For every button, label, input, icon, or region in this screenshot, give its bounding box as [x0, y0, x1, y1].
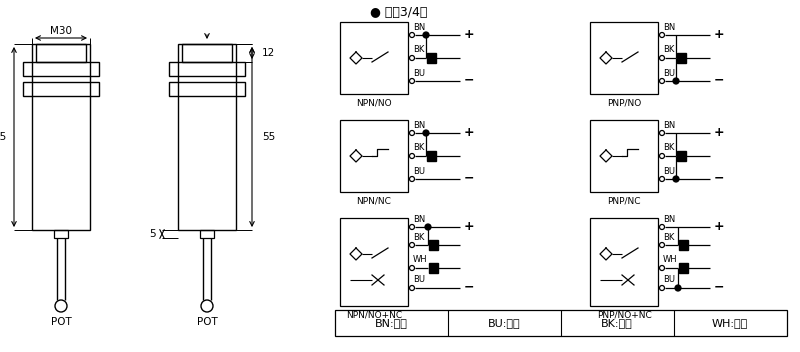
- Text: BU: BU: [413, 276, 425, 284]
- Circle shape: [423, 130, 429, 136]
- Bar: [590, 218, 658, 306]
- Text: BN: BN: [413, 23, 426, 31]
- Bar: [23, 82, 99, 96]
- Bar: [54, 230, 68, 238]
- Text: POT: POT: [50, 317, 71, 327]
- Text: BU: BU: [663, 276, 675, 284]
- Text: +: +: [714, 126, 725, 138]
- Text: WH:白色: WH:白色: [712, 318, 748, 328]
- Text: BK: BK: [413, 144, 424, 152]
- Text: ● 直涁3/4线: ● 直涁3/4线: [370, 6, 427, 19]
- Text: +: +: [464, 126, 474, 138]
- Text: −: −: [464, 74, 474, 87]
- Text: BU: BU: [663, 166, 675, 176]
- Text: BN: BN: [663, 214, 675, 224]
- Text: BU: BU: [413, 69, 425, 77]
- Text: BN:棕色: BN:棕色: [374, 318, 407, 328]
- Bar: [427, 53, 436, 63]
- Bar: [178, 44, 236, 230]
- Circle shape: [673, 78, 679, 84]
- Text: −: −: [714, 171, 725, 184]
- Bar: [340, 218, 408, 306]
- Text: M30: M30: [50, 26, 72, 36]
- Bar: [590, 120, 658, 192]
- Circle shape: [425, 224, 431, 230]
- Bar: [429, 240, 438, 250]
- Text: +: +: [714, 27, 725, 40]
- Text: −: −: [714, 281, 725, 294]
- Text: PNP/NO+NC: PNP/NO+NC: [597, 310, 651, 320]
- Text: BN: BN: [413, 214, 426, 224]
- Text: BU: BU: [663, 69, 675, 77]
- Circle shape: [423, 32, 429, 38]
- Text: BU:兰色: BU:兰色: [488, 318, 520, 328]
- Text: BN: BN: [663, 23, 675, 31]
- Text: BN: BN: [663, 120, 675, 130]
- Bar: [169, 62, 245, 76]
- Bar: [677, 53, 686, 63]
- Bar: [679, 263, 688, 273]
- Circle shape: [673, 176, 679, 182]
- Text: WH: WH: [663, 256, 678, 264]
- Text: BK: BK: [413, 45, 424, 55]
- Text: BN: BN: [413, 120, 426, 130]
- Bar: [679, 240, 688, 250]
- Text: NPN/NC: NPN/NC: [357, 196, 391, 206]
- Text: NPN/NO: NPN/NO: [356, 99, 392, 107]
- Text: PNP/NO: PNP/NO: [607, 99, 641, 107]
- Bar: [335, 310, 787, 336]
- Text: WH: WH: [413, 256, 428, 264]
- Text: POT: POT: [197, 317, 218, 327]
- Text: +: +: [464, 27, 474, 40]
- Bar: [340, 22, 408, 94]
- Bar: [429, 263, 438, 273]
- Text: BK: BK: [663, 45, 674, 55]
- Text: NPN/NO+NC: NPN/NO+NC: [346, 310, 402, 320]
- Text: BK:黑色: BK:黑色: [601, 318, 633, 328]
- Text: −: −: [464, 171, 474, 184]
- Text: −: −: [714, 74, 725, 87]
- Bar: [169, 82, 245, 96]
- Bar: [32, 44, 90, 230]
- Bar: [590, 22, 658, 94]
- Bar: [677, 151, 686, 161]
- Circle shape: [675, 285, 681, 291]
- Text: BK: BK: [413, 233, 424, 241]
- Bar: [200, 230, 214, 238]
- Bar: [340, 120, 408, 192]
- Bar: [427, 151, 436, 161]
- Text: PNP/NC: PNP/NC: [607, 196, 641, 206]
- Text: BK: BK: [663, 144, 674, 152]
- Text: 55: 55: [0, 132, 6, 142]
- Text: BK: BK: [663, 233, 674, 241]
- Text: 12: 12: [262, 48, 275, 58]
- Text: +: +: [464, 220, 474, 233]
- Bar: [23, 62, 99, 76]
- Text: −: −: [464, 281, 474, 294]
- Text: 5: 5: [150, 229, 156, 239]
- Bar: [36, 44, 86, 62]
- Text: +: +: [714, 220, 725, 233]
- Bar: [182, 44, 232, 62]
- Text: BU: BU: [413, 166, 425, 176]
- Text: 55: 55: [262, 132, 275, 142]
